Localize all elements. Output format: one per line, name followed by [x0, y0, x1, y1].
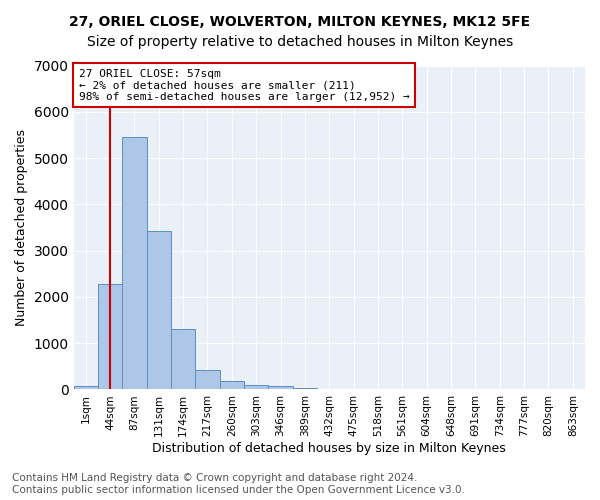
Text: 27, ORIEL CLOSE, WOLVERTON, MILTON KEYNES, MK12 5FE: 27, ORIEL CLOSE, WOLVERTON, MILTON KEYNE… [70, 15, 530, 29]
Text: Size of property relative to detached houses in Milton Keynes: Size of property relative to detached ho… [87, 35, 513, 49]
Text: 27 ORIEL CLOSE: 57sqm
← 2% of detached houses are smaller (211)
98% of semi-deta: 27 ORIEL CLOSE: 57sqm ← 2% of detached h… [79, 68, 409, 102]
Bar [268, 386, 293, 390]
Bar [146, 231, 171, 390]
X-axis label: Distribution of detached houses by size in Milton Keynes: Distribution of detached houses by size … [152, 442, 506, 455]
Text: Contains HM Land Registry data © Crown copyright and database right 2024.
Contai: Contains HM Land Registry data © Crown c… [12, 474, 465, 495]
Bar [196, 370, 220, 390]
Bar [171, 330, 196, 390]
Bar [98, 284, 122, 390]
Bar [220, 382, 244, 390]
Bar [74, 386, 98, 390]
Bar [293, 388, 317, 390]
Bar [244, 384, 268, 390]
Y-axis label: Number of detached properties: Number of detached properties [15, 129, 28, 326]
Bar [122, 137, 146, 390]
